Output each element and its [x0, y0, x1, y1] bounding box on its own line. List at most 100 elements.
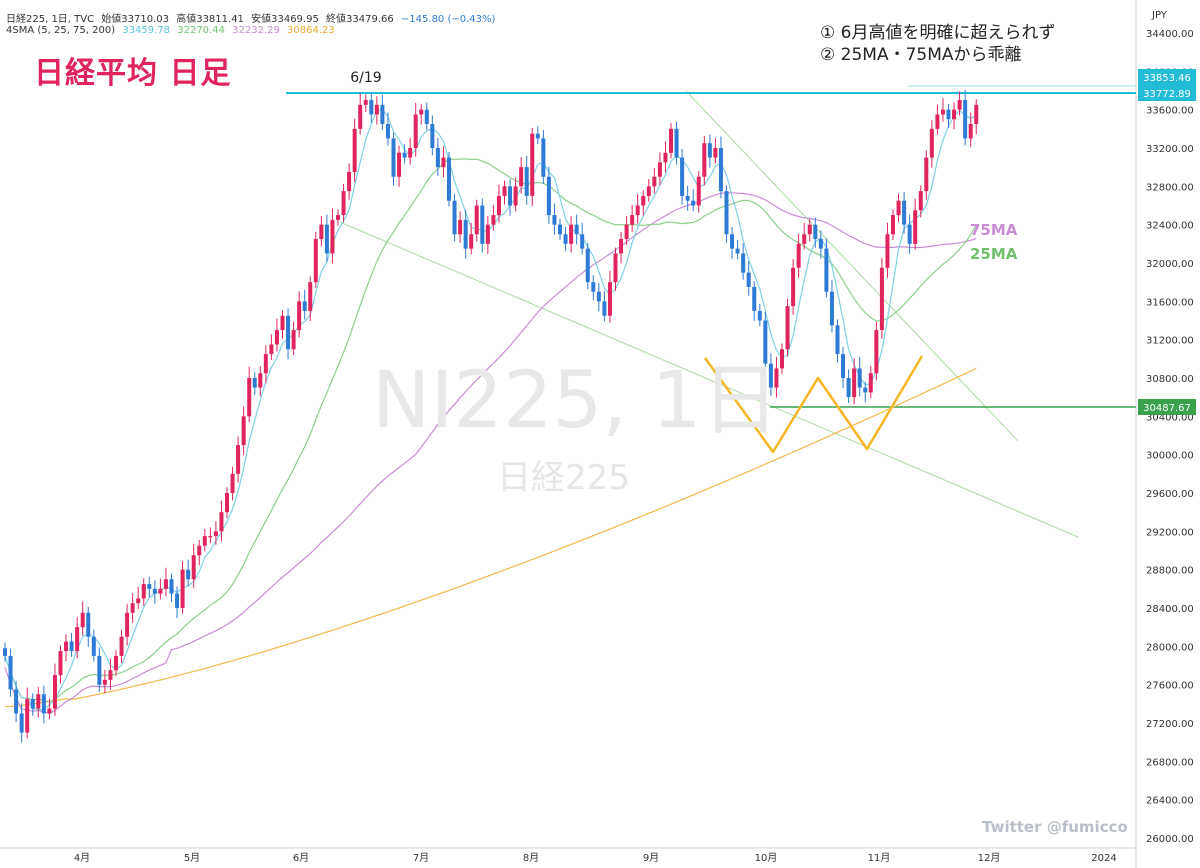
candle-body — [147, 584, 152, 589]
header-open: 始値33710.03 — [101, 14, 170, 25]
ma5-value: 33459.78 — [122, 25, 171, 36]
ma25-line — [4, 158, 977, 703]
candle-body — [841, 354, 846, 378]
candle-body — [807, 224, 812, 235]
candle-body — [585, 248, 590, 283]
candle-body — [624, 224, 629, 240]
candle-body — [452, 200, 457, 235]
candle-body — [152, 588, 157, 594]
candle-body — [236, 445, 241, 474]
candle-body — [136, 598, 141, 604]
time-tick-label: 9月 — [643, 852, 659, 864]
candle-body — [780, 349, 784, 369]
candle-body — [64, 641, 69, 652]
candle-body — [796, 243, 801, 268]
candle-body — [41, 694, 46, 714]
time-tick-label: 7月 — [413, 852, 429, 864]
candle-body — [935, 114, 940, 129]
candle-body — [596, 291, 601, 302]
candle-body — [657, 162, 662, 177]
candle-body — [358, 104, 363, 129]
candle-body — [718, 148, 723, 192]
watermark-symbol: NI225, 1日 — [372, 356, 780, 446]
candle-body — [25, 699, 30, 733]
candle-body — [313, 239, 318, 283]
candle-body — [175, 593, 180, 608]
price-axis: 26000.00 26400.00 26800.00 27200.00 27600.00… — [1135, 0, 1194, 868]
candle-body — [646, 186, 651, 196]
candle-body — [552, 215, 557, 225]
candle-body — [352, 128, 357, 172]
candle-body — [330, 219, 335, 254]
candle-body — [685, 195, 690, 201]
price-tag-box — [1138, 399, 1196, 415]
currency-label: JPY — [1152, 10, 1167, 21]
ma-header: 4SMA (5, 25, 75, 200) 33459.78 32270.44 … — [6, 25, 339, 36]
candle-body — [868, 373, 873, 393]
candle-body — [69, 641, 74, 652]
header-close: 終値33479.66 — [326, 14, 394, 25]
price-tick-label: 32800.00 — [1146, 182, 1194, 193]
candle-body — [280, 315, 285, 331]
candle-body — [857, 368, 862, 388]
candle-body — [902, 200, 907, 225]
candle-body — [496, 195, 501, 216]
candle-body — [541, 138, 546, 177]
ma75-value: 32232.29 — [232, 25, 280, 36]
candle-body — [458, 219, 463, 235]
candle-body — [447, 157, 451, 201]
candle-body — [885, 234, 890, 268]
candle-body — [691, 200, 696, 206]
time-tick-label: 8月 — [523, 852, 539, 864]
candle-body — [158, 588, 163, 594]
credit-text: Twitter @fumicco — [982, 818, 1128, 836]
candle-body — [108, 670, 113, 680]
candle-body — [86, 612, 91, 637]
price-tick-label: 33200.00 — [1146, 144, 1194, 155]
trendline-upper — [685, 90, 1019, 442]
candle-body — [291, 330, 296, 350]
candle-body — [530, 133, 535, 196]
candle-body — [952, 109, 957, 120]
candle-body — [613, 253, 618, 283]
price-tick-label: 29200.00 — [1146, 527, 1194, 538]
peak-date-label: 6/19 — [350, 70, 381, 86]
ma200-value: 30864.23 — [287, 25, 335, 36]
candle-body — [752, 286, 757, 311]
candle-body — [474, 205, 479, 235]
candle-body — [924, 157, 929, 192]
candle-body — [757, 310, 762, 321]
candle-body — [52, 675, 57, 709]
ma75-label: 75MA — [970, 221, 1018, 239]
candle-body — [485, 224, 490, 244]
price-tick-label: 26000.00 — [1146, 834, 1194, 845]
candle-body — [163, 579, 168, 589]
candle-body — [385, 124, 390, 139]
time-tick-label: 6月 — [293, 852, 309, 864]
candle-body — [741, 253, 746, 273]
time-axis: 4月 5月 6月 7月 8月 9月 10月 11月 12月 2024 — [0, 847, 1136, 864]
candle-body — [674, 128, 679, 158]
candle-body — [424, 109, 429, 125]
time-tick-label: 2024 — [1091, 853, 1116, 864]
candle-body — [680, 157, 685, 196]
candle-body — [602, 301, 607, 316]
candle-body — [336, 215, 340, 220]
candle-body — [202, 536, 207, 546]
price-tick-label: 28800.00 — [1146, 566, 1194, 577]
price-tick-label: 27200.00 — [1146, 719, 1194, 730]
candle-body — [974, 104, 979, 125]
candle-body — [241, 416, 246, 446]
candle-body — [558, 224, 562, 235]
candle-body — [968, 124, 973, 139]
candle-body — [374, 104, 379, 115]
candle-body — [863, 387, 868, 393]
candle-body — [286, 315, 291, 350]
w-pattern-line — [703, 355, 924, 454]
candle-body — [347, 171, 352, 192]
candle-body — [197, 545, 202, 556]
candle-body — [258, 373, 263, 388]
candle-body — [225, 493, 229, 513]
price-tick-label: 28400.00 — [1146, 604, 1194, 615]
